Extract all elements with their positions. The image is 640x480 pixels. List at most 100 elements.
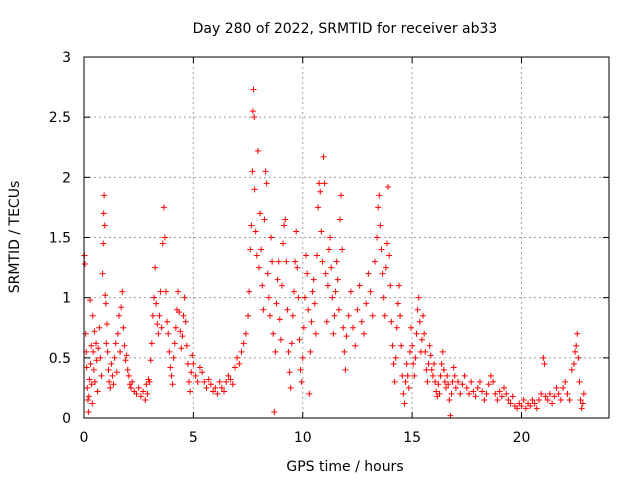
data-point (421, 330, 428, 337)
data-point (125, 372, 132, 379)
data-point (294, 264, 301, 271)
data-point (376, 192, 383, 199)
data-point (288, 340, 295, 347)
data-point (199, 369, 206, 376)
data-point (436, 390, 443, 397)
data-point (153, 300, 160, 307)
data-point (422, 348, 429, 355)
data-point (93, 357, 100, 364)
data-point (280, 240, 287, 247)
data-point (210, 388, 217, 395)
data-point (292, 258, 299, 265)
y-tick-label: 3 (62, 50, 71, 66)
data-point (300, 324, 307, 331)
data-point (496, 388, 503, 395)
data-point (546, 390, 553, 397)
data-point (415, 294, 422, 301)
data-point (573, 342, 580, 349)
data-point (250, 86, 257, 93)
data-point (95, 345, 102, 352)
data-point (170, 354, 177, 361)
data-point (330, 330, 337, 337)
data-point (123, 352, 130, 359)
data-point (557, 396, 564, 403)
data-point (466, 390, 472, 397)
data-point (411, 372, 418, 379)
data-point (448, 390, 455, 397)
data-point (398, 342, 405, 349)
chart-title: Day 280 of 2022, SRMTID for receiver ab3… (193, 21, 498, 37)
data-point (542, 393, 549, 400)
data-point (298, 378, 305, 385)
data-point (340, 324, 347, 331)
data-point (394, 300, 401, 307)
data-point (320, 153, 327, 160)
data-point (97, 354, 104, 361)
data-point (108, 360, 115, 367)
data-point (281, 222, 288, 229)
data-point (367, 288, 374, 295)
data-point (455, 378, 462, 385)
data-point (289, 312, 296, 319)
data-point (365, 270, 372, 277)
data-point (249, 108, 256, 115)
data-point (90, 348, 97, 355)
data-point (275, 258, 282, 265)
data-point (450, 364, 457, 371)
data-point (408, 324, 415, 331)
data-point (400, 390, 407, 397)
data-point (282, 216, 289, 223)
data-point (440, 366, 447, 373)
data-point (310, 276, 317, 283)
data-point (315, 204, 322, 211)
data-point (231, 364, 238, 371)
data-point (100, 210, 107, 217)
data-point (154, 321, 161, 328)
data-point (402, 378, 409, 385)
data-point (116, 312, 122, 319)
data-point (176, 309, 183, 316)
data-point (443, 384, 450, 391)
data-point (304, 270, 311, 277)
data-point (96, 324, 103, 331)
y-axis-label: SRMTID / TECUs (7, 181, 23, 294)
data-point (161, 234, 168, 241)
data-point (105, 366, 112, 373)
data-point (399, 372, 406, 379)
data-point (227, 376, 234, 383)
data-point (428, 366, 435, 373)
data-point (324, 282, 331, 289)
data-point (101, 222, 108, 229)
data-point (261, 216, 268, 223)
data-point (433, 388, 440, 395)
data-point (297, 366, 304, 373)
data-point (441, 378, 448, 385)
data-point (283, 258, 290, 265)
data-point (293, 228, 300, 235)
data-point (158, 324, 165, 331)
data-point (481, 396, 488, 403)
data-point (260, 306, 267, 313)
data-point (311, 300, 318, 307)
data-point (152, 264, 159, 271)
x-tick-label: 0 (80, 430, 89, 446)
data-point (474, 384, 481, 391)
data-point (85, 393, 92, 400)
data-point (410, 360, 417, 367)
data-point (356, 282, 363, 289)
data-point (196, 364, 203, 371)
data-point (265, 294, 272, 301)
data-point (151, 294, 157, 301)
data-point (381, 312, 388, 319)
data-point (83, 364, 90, 371)
data-point (203, 384, 210, 391)
data-point (238, 348, 245, 355)
data-point (183, 342, 190, 349)
data-point (420, 312, 427, 319)
data-point (287, 384, 294, 391)
y-tick-label: 1.5 (49, 231, 71, 247)
data-point (91, 378, 98, 385)
data-point (333, 258, 340, 265)
data-point (88, 342, 95, 349)
